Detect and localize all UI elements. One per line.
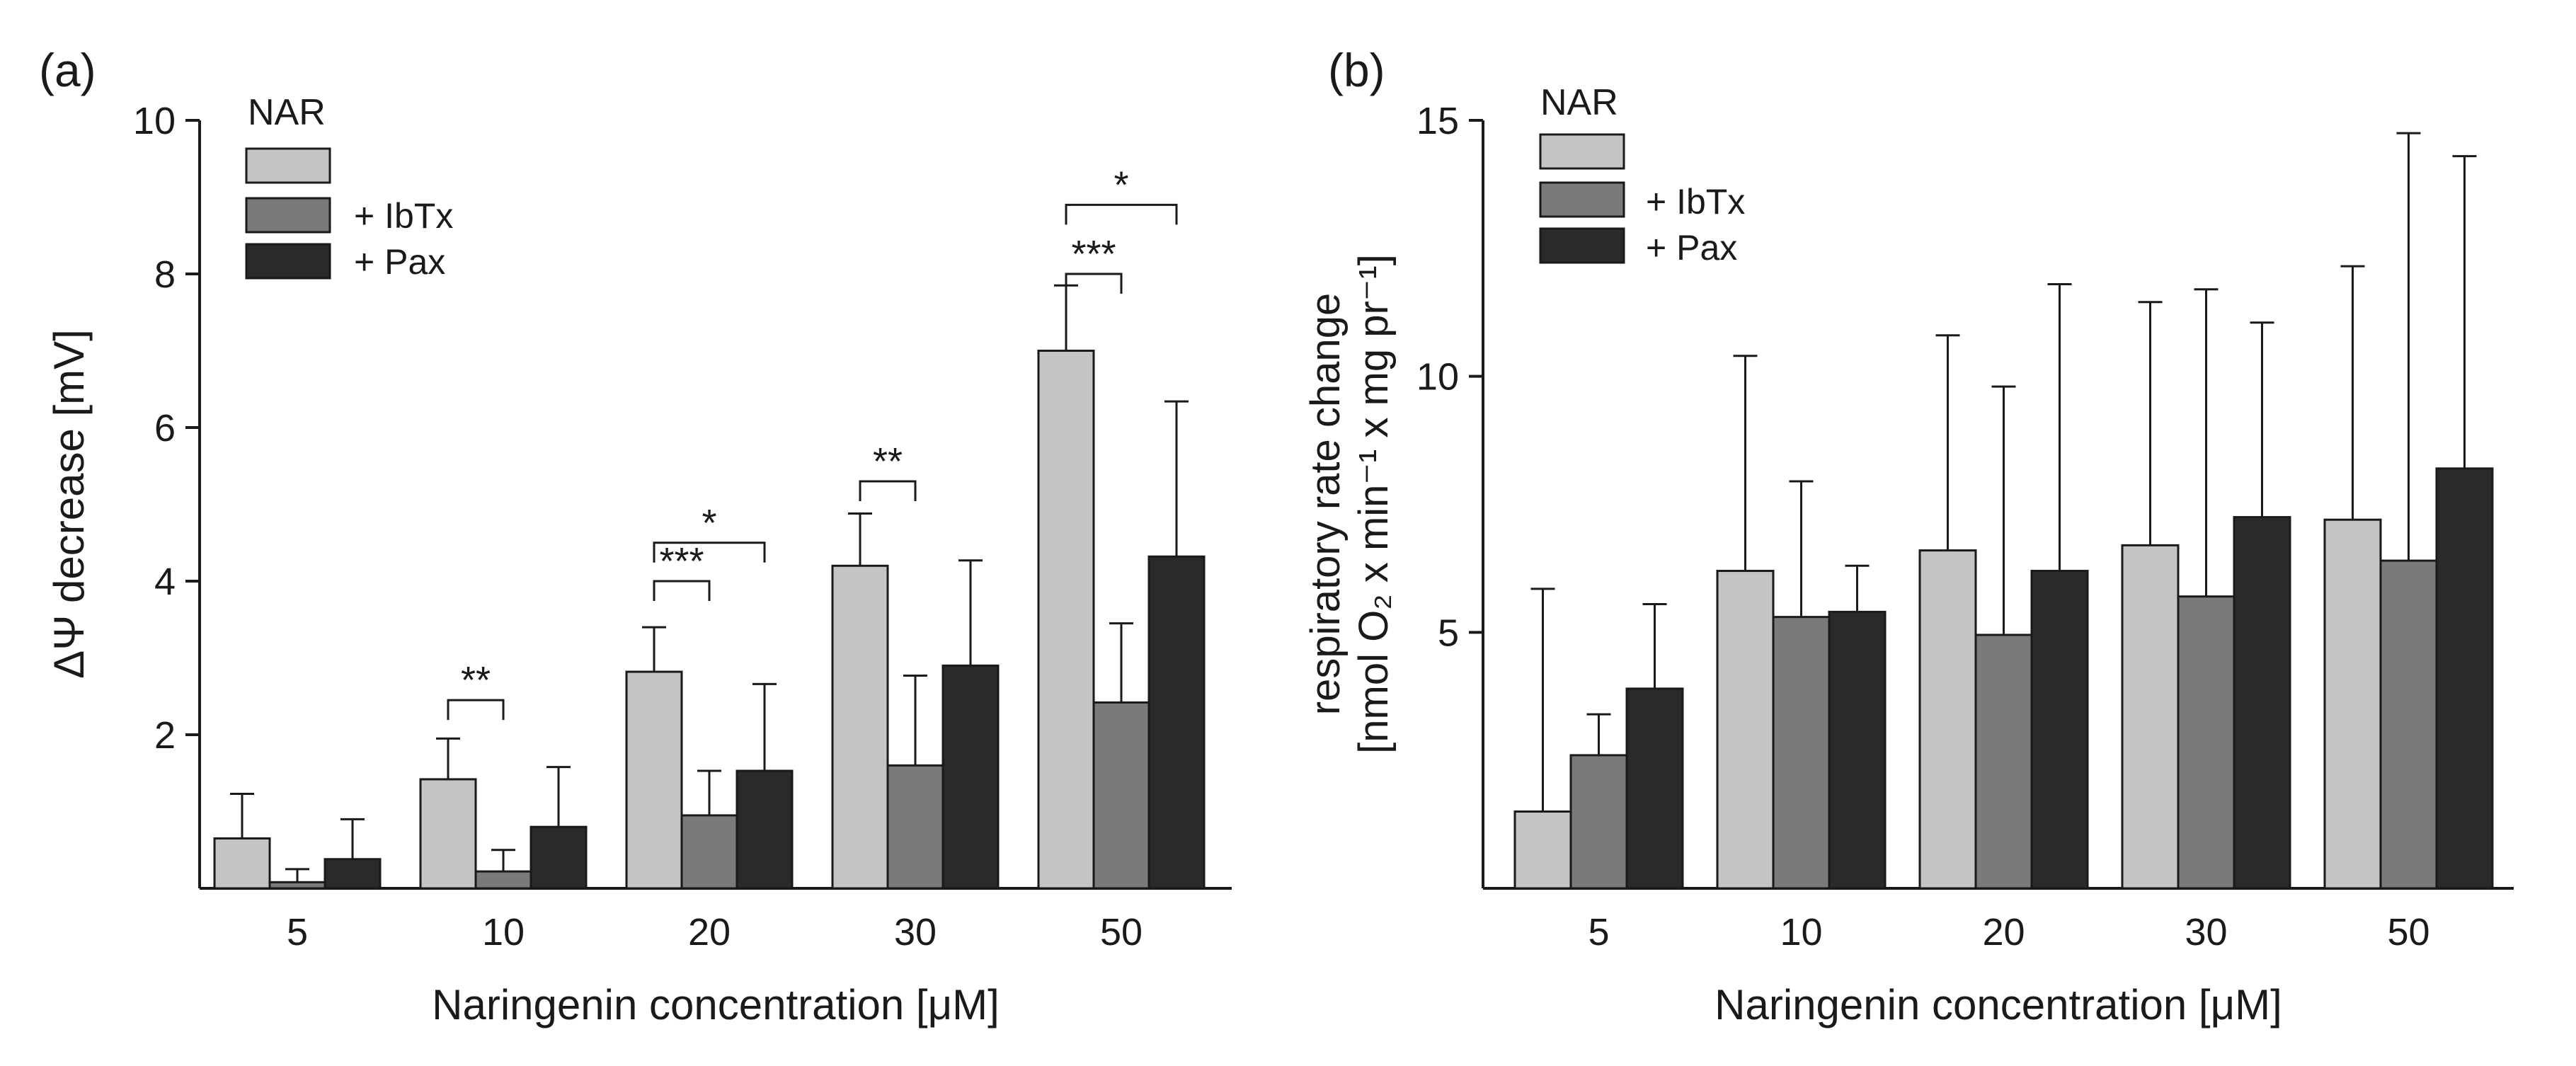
bar-nar-30 xyxy=(2121,544,2180,890)
x-axis-label-b: Naringenin concentration [μM] xyxy=(1715,981,2282,1028)
y-tick-label-b: 5 xyxy=(1438,612,1459,654)
y-tick-label-a: 4 xyxy=(154,561,176,603)
x-tick-label-a: 10 xyxy=(482,911,525,953)
significance-label-20: * xyxy=(702,502,716,544)
significance-bracket-20 xyxy=(653,541,766,563)
x-tick-label-b: 30 xyxy=(2185,911,2227,953)
legend-a: NAR + IbTx + Pax xyxy=(245,92,453,282)
y-axis-label-b-line2: [nmol O₂ x min⁻¹ x mg pr⁻¹] xyxy=(1351,254,1397,754)
bar-nar-10 xyxy=(1716,570,1775,890)
bar-pax-5 xyxy=(1625,687,1684,890)
panel-label-a: (a) xyxy=(39,44,96,96)
bar-nar-30 xyxy=(831,564,889,890)
bar-pax-5 xyxy=(324,858,382,890)
x-tick-label-a: 5 xyxy=(287,911,308,953)
x-ticks-a: 5 10 20 30 50 xyxy=(287,911,1143,953)
legend-title-a: NAR xyxy=(248,92,326,133)
legend-label-ibtx-a: + IbTx xyxy=(354,196,453,236)
x-axis-label-a: Naringenin concentration [μM] xyxy=(432,981,1000,1028)
legend-swatch-ibtx-b xyxy=(1539,181,1625,218)
bar-ibtx-30 xyxy=(886,764,944,890)
y-ticks-b: 5 10 15 xyxy=(1416,100,1483,654)
x-tick-label-a: 20 xyxy=(688,911,731,953)
bar-nar-10 xyxy=(419,778,477,890)
legend-label-pax-b: + Pax xyxy=(1646,228,1737,268)
x-tick-label-a: 50 xyxy=(1100,911,1143,953)
legend-label-ibtx-b: + IbTx xyxy=(1646,182,1745,222)
bars-a xyxy=(213,350,1206,890)
x-tick-label-b: 50 xyxy=(2387,911,2429,953)
significance-label-50: * xyxy=(1114,164,1128,206)
significance-bracket-20 xyxy=(653,580,711,601)
bar-ibtx-10 xyxy=(1772,616,1831,890)
significance-bracket-50 xyxy=(1065,273,1123,294)
y-axis-label-b: respiratory rate change [nmol O₂ x min⁻¹… xyxy=(1303,254,1397,754)
x-tick-label-a: 30 xyxy=(894,911,937,953)
bars-b xyxy=(1513,467,2494,890)
legend-swatch-pax-b xyxy=(1539,227,1625,264)
bar-nar-50 xyxy=(1037,350,1095,890)
bar-pax-10 xyxy=(1828,610,1887,890)
bar-nar-5 xyxy=(213,837,271,890)
x-tick-label-b: 10 xyxy=(1780,911,1822,953)
y-tick-label-a: 2 xyxy=(154,714,176,757)
bar-ibtx-50 xyxy=(2379,559,2438,890)
significance-bracket-30 xyxy=(859,480,917,501)
error-bars-b xyxy=(1530,132,2477,812)
bar-pax-30 xyxy=(941,664,1000,890)
legend-title-b: NAR xyxy=(1540,82,1618,123)
legend-swatch-nar-a xyxy=(245,147,331,184)
bar-pax-30 xyxy=(2233,516,2291,890)
bar-pax-50 xyxy=(1147,555,1206,890)
bar-nar-20 xyxy=(1918,549,1977,890)
error-bars-a xyxy=(230,284,1189,883)
significance-label-30: ** xyxy=(873,440,903,483)
bar-ibtx-20 xyxy=(1974,634,2033,890)
legend-label-pax-a: + Pax xyxy=(354,242,445,282)
y-axis-label-a: ΔΨ decrease [mV] xyxy=(45,329,93,679)
legend-swatch-ibtx-a xyxy=(245,197,331,234)
bar-pax-10 xyxy=(529,825,588,890)
significance-label-10: ** xyxy=(461,659,491,701)
y-ticks-a: 2 4 6 8 10 xyxy=(133,100,200,757)
y-tick-label-a: 10 xyxy=(133,100,176,142)
chart-panel-b: (b) 5 10 15 5 10 20 30 50 respiratory rate cha… xyxy=(1303,44,2514,1028)
x-tick-label-b: 20 xyxy=(1982,911,2025,953)
bar-ibtx-50 xyxy=(1092,701,1150,890)
bar-pax-20 xyxy=(735,769,794,890)
bar-ibtx-30 xyxy=(2177,595,2236,890)
legend-b: NAR + IbTx + Pax xyxy=(1539,82,1745,268)
bar-nar-20 xyxy=(625,670,683,890)
bar-pax-50 xyxy=(2435,467,2494,890)
bar-nar-5 xyxy=(1513,810,1572,890)
bar-pax-20 xyxy=(2030,570,2089,890)
legend-swatch-pax-a xyxy=(245,243,331,280)
y-tick-label-b: 15 xyxy=(1416,100,1459,142)
bar-ibtx-5 xyxy=(1569,754,1628,890)
bar-ibtx-5 xyxy=(268,881,326,890)
y-tick-label-a: 6 xyxy=(154,407,176,449)
y-axis-label-b-line1: respiratory rate change xyxy=(1303,293,1349,715)
legend-swatch-nar-b xyxy=(1539,133,1625,170)
x-tick-label-b: 5 xyxy=(1588,911,1609,953)
significance-bracket-50 xyxy=(1065,203,1178,225)
bar-ibtx-20 xyxy=(680,814,738,890)
bar-ibtx-10 xyxy=(474,870,532,890)
x-ticks-b: 5 10 20 30 50 xyxy=(1588,911,2429,953)
bar-nar-50 xyxy=(2323,518,2382,890)
significance-label-50: *** xyxy=(1071,233,1116,275)
significance-label-20: *** xyxy=(659,540,704,583)
y-tick-label-b: 10 xyxy=(1416,356,1459,399)
panel-label-b: (b) xyxy=(1328,44,1385,96)
significance-bracket-10 xyxy=(447,699,505,721)
y-tick-label-a: 8 xyxy=(154,253,176,296)
significance-a: ************ xyxy=(447,164,1178,721)
